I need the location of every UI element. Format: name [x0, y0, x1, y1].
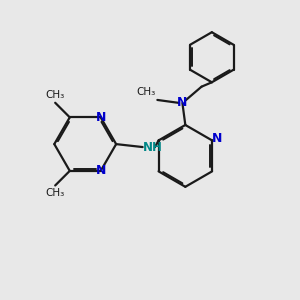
- Text: CH₃: CH₃: [46, 90, 65, 100]
- Text: CH₃: CH₃: [136, 87, 156, 97]
- Text: N: N: [95, 111, 106, 124]
- Text: NH: NH: [143, 141, 163, 154]
- Text: N: N: [177, 96, 188, 110]
- Text: N: N: [212, 133, 223, 146]
- Text: N: N: [95, 164, 106, 177]
- Text: CH₃: CH₃: [46, 188, 65, 198]
